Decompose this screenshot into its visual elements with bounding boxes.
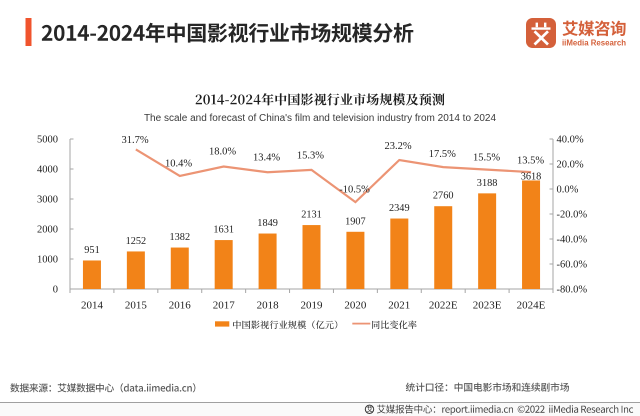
svg-text:1849: 1849 xyxy=(257,218,278,229)
svg-text:iiMedia Research: iiMedia Research xyxy=(562,37,626,47)
svg-text:0.0%: 0.0% xyxy=(557,185,579,196)
svg-text:17.5%: 17.5% xyxy=(429,149,456,160)
svg-text:1252: 1252 xyxy=(126,236,147,247)
svg-text:23.2%: 23.2% xyxy=(384,141,411,152)
svg-text:4000: 4000 xyxy=(37,165,58,176)
svg-text:951: 951 xyxy=(84,245,99,256)
svg-text:3618: 3618 xyxy=(521,172,542,183)
svg-text:2015: 2015 xyxy=(125,299,148,311)
svg-text:-80.0%: -80.0% xyxy=(557,285,588,296)
svg-text:0: 0 xyxy=(53,285,58,296)
svg-text:15.3%: 15.3% xyxy=(297,151,324,162)
svg-text:2018: 2018 xyxy=(257,299,280,311)
svg-text:2014: 2014 xyxy=(81,299,104,311)
svg-text:2760: 2760 xyxy=(433,191,454,202)
svg-text:-60.0%: -60.0% xyxy=(557,260,588,271)
svg-text:2349: 2349 xyxy=(389,203,410,214)
svg-text:1907: 1907 xyxy=(345,216,366,227)
svg-text:2024E: 2024E xyxy=(517,299,546,311)
svg-text:The scale and forecast of Chin: The scale and forecast of China's film a… xyxy=(144,113,497,124)
svg-text:2023E: 2023E xyxy=(473,299,502,311)
svg-text:-40.0%: -40.0% xyxy=(557,235,588,246)
svg-text:13.4%: 13.4% xyxy=(253,153,280,164)
svg-text:1000: 1000 xyxy=(37,255,58,266)
svg-text:2017: 2017 xyxy=(213,299,236,311)
svg-text:-10.5%: -10.5% xyxy=(339,185,370,196)
svg-text:2000: 2000 xyxy=(37,225,58,236)
svg-text:-20.0%: -20.0% xyxy=(557,210,588,221)
svg-text:40.0%: 40.0% xyxy=(557,135,584,146)
svg-text:15.5%: 15.5% xyxy=(473,153,500,164)
svg-text:2020: 2020 xyxy=(344,299,367,311)
svg-text:20.0%: 20.0% xyxy=(557,160,584,171)
svg-text:1382: 1382 xyxy=(170,232,191,243)
svg-text:18.0%: 18.0% xyxy=(209,147,236,158)
svg-text:2019: 2019 xyxy=(301,299,324,311)
svg-text:31.7%: 31.7% xyxy=(121,135,148,146)
svg-text:2131: 2131 xyxy=(301,210,322,221)
svg-text:3188: 3188 xyxy=(477,178,498,189)
svg-text:2021: 2021 xyxy=(388,299,410,311)
svg-text:13.5%: 13.5% xyxy=(517,155,544,166)
svg-text:10.4%: 10.4% xyxy=(165,158,192,169)
svg-text:3000: 3000 xyxy=(37,195,58,206)
svg-text:5000: 5000 xyxy=(37,135,58,146)
svg-text:2022E: 2022E xyxy=(429,299,458,311)
svg-text:2016: 2016 xyxy=(169,299,192,311)
svg-text:1631: 1631 xyxy=(213,225,234,236)
